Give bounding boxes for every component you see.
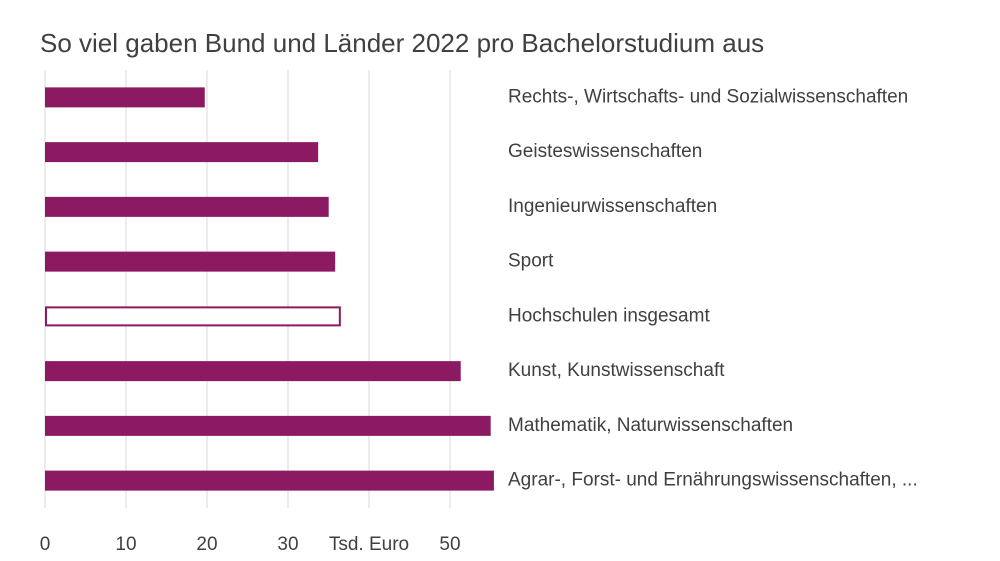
category-label: Hochschulen insgesamt — [508, 305, 710, 326]
category-label: Rechts-, Wirtschafts- und Sozialwissensc… — [508, 86, 908, 107]
bar — [45, 470, 494, 491]
x-tick-label: 50 — [439, 534, 460, 555]
category-label: Sport — [508, 251, 554, 272]
bar — [45, 415, 491, 436]
bar — [45, 87, 205, 108]
bar — [45, 361, 461, 382]
bar — [45, 306, 341, 327]
chart-title: So viel gaben Bund und Länder 2022 pro B… — [40, 28, 764, 58]
category-label: Agrar-, Forst- und Ernährungswissenschaf… — [508, 470, 918, 491]
x-tick-label: 10 — [115, 534, 136, 555]
bar — [45, 251, 336, 272]
category-label: Mathematik, Naturwissenschaften — [508, 415, 793, 436]
bar — [45, 196, 329, 217]
x-tick-label: 30 — [277, 534, 298, 555]
category-label: Geisteswissenschaften — [508, 141, 702, 162]
category-label: Kunst, Kunstwissenschaft — [508, 360, 725, 381]
x-tick-label: 0 — [40, 534, 51, 555]
bar — [45, 142, 319, 163]
x-tick-label: Tsd. Euro — [329, 534, 409, 555]
x-tick-label: 20 — [196, 534, 217, 555]
category-label: Ingenieurwissenschaften — [508, 196, 717, 217]
